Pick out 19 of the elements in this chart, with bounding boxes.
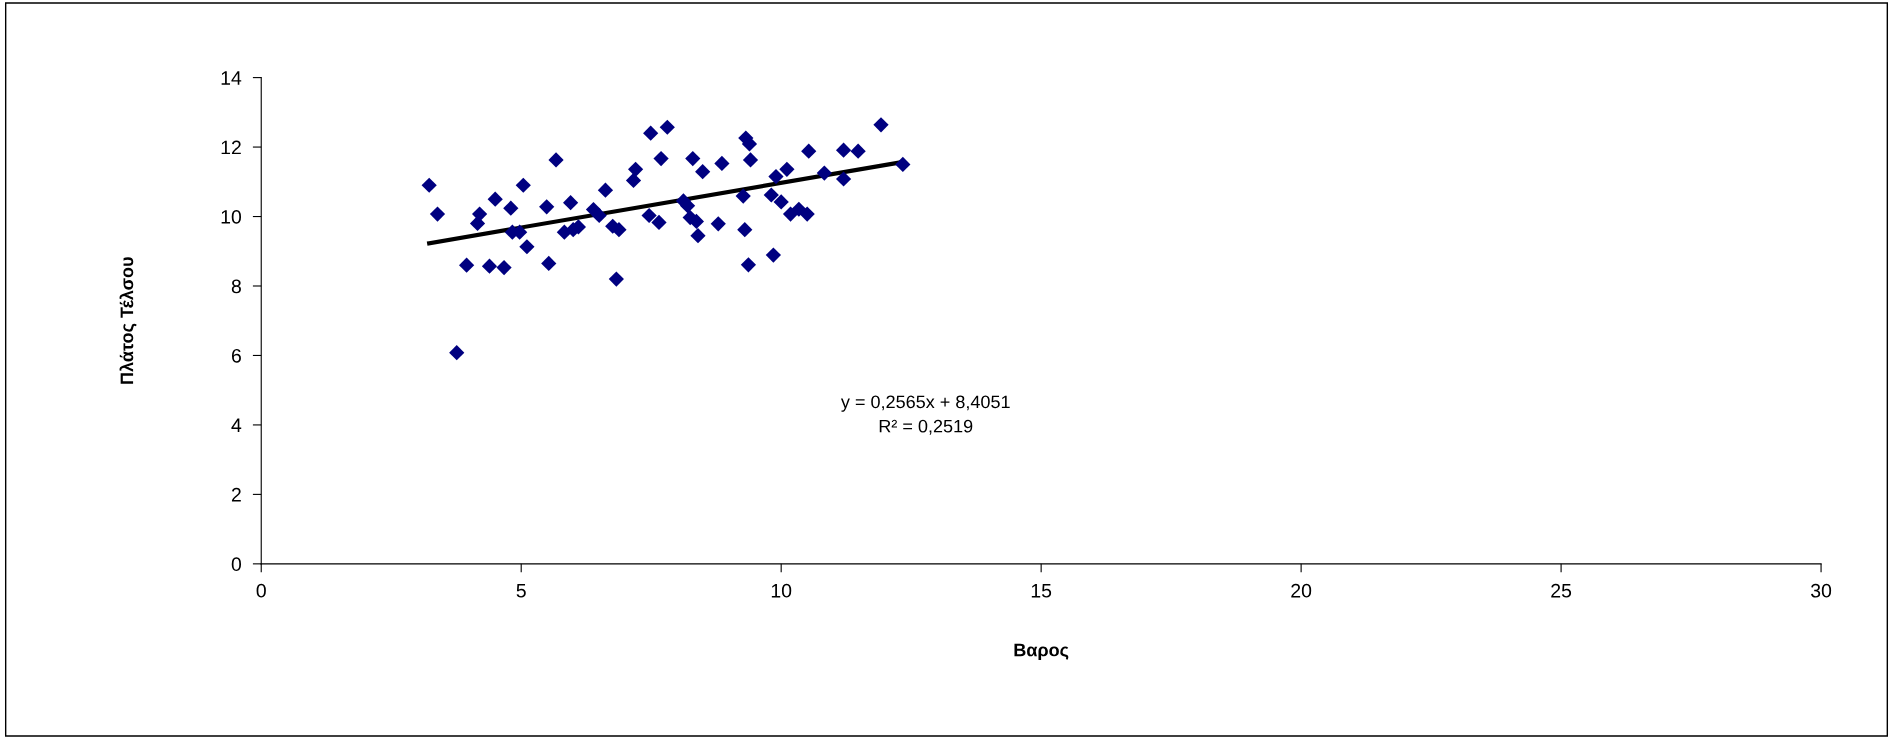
y-tick-label: 2 xyxy=(231,487,241,502)
x-tick-label: 5 xyxy=(516,584,526,598)
y-tick-label: 12 xyxy=(221,140,241,155)
y-tick-label: 0 xyxy=(231,557,242,572)
y-tick-label: 6 xyxy=(231,348,241,363)
x-tick-label: 15 xyxy=(1031,584,1052,598)
x-axis-title: Βαρος xyxy=(1014,643,1069,660)
y-tick-label: 4 xyxy=(231,418,242,432)
y-axis-title: Πλάτος Τέλσου xyxy=(119,257,137,384)
annotation: R² = 0,2519 xyxy=(879,419,973,435)
x-tick-label: 20 xyxy=(1291,583,1312,598)
x-tick-label: 25 xyxy=(1551,583,1572,598)
y-tick-label: 8 xyxy=(231,279,241,294)
y-tick-label: 14 xyxy=(221,71,242,85)
x-tick-label: 0 xyxy=(256,583,266,598)
annotation: y = 0,2565x + 8,4051 xyxy=(840,395,1010,412)
x-tick-label: 30 xyxy=(1810,583,1832,598)
x-tick-label: 10 xyxy=(771,583,792,598)
y-tick-label: 10 xyxy=(221,209,242,224)
